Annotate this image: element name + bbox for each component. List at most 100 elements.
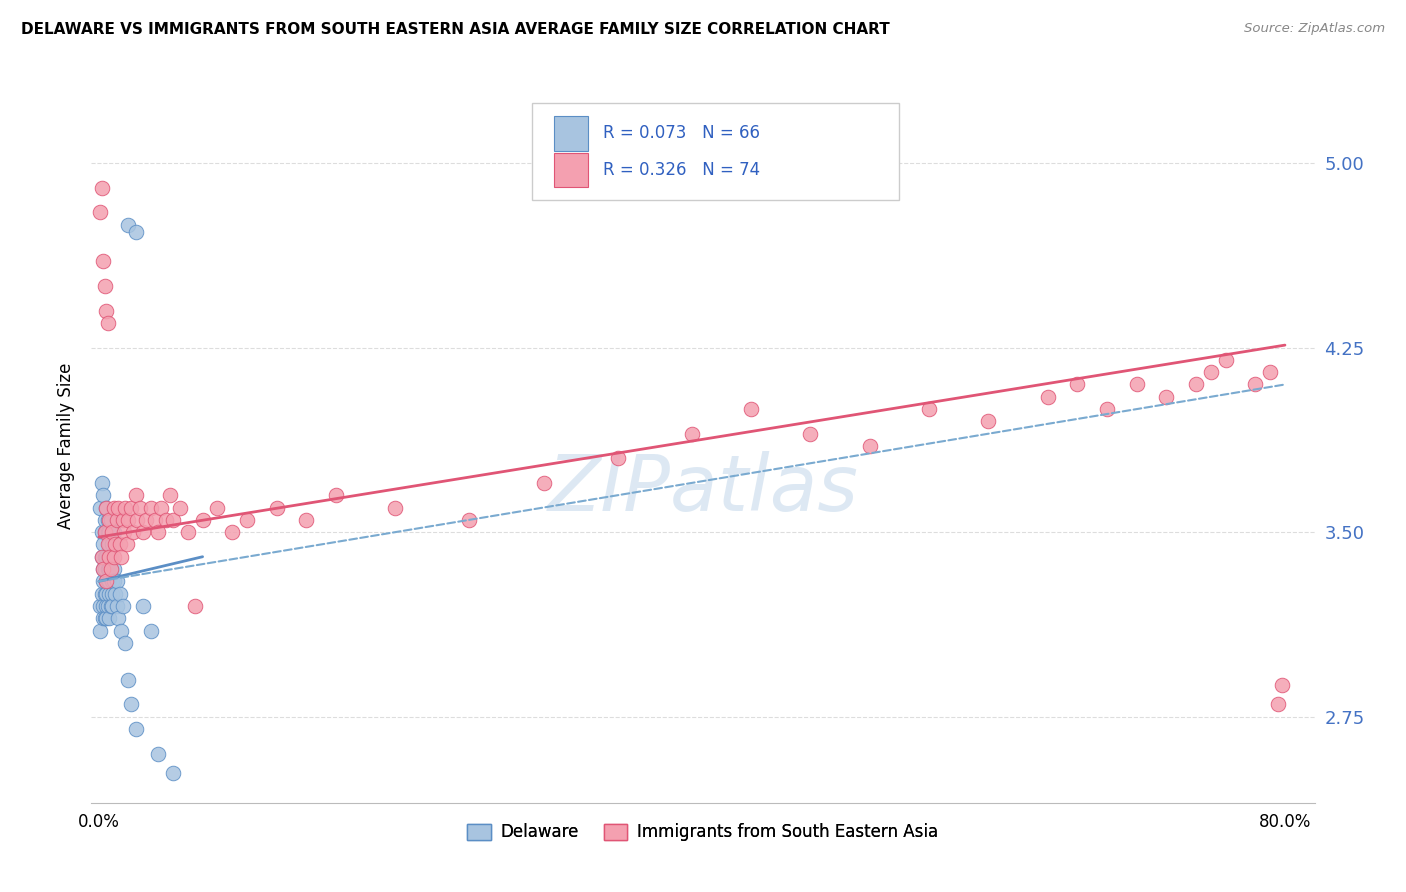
Point — [1271, 678, 1294, 692]
Point — [1258, 365, 1281, 379]
Point — [96, 574, 118, 589]
Point — [1267, 698, 1289, 712]
Point — [93, 525, 115, 540]
Point — [1125, 377, 1147, 392]
Point — [101, 537, 124, 551]
Text: Source: ZipAtlas.com: Source: ZipAtlas.com — [1244, 22, 1385, 36]
FancyBboxPatch shape — [531, 103, 898, 200]
Point — [89, 599, 111, 613]
Point — [96, 599, 118, 613]
Point — [139, 500, 162, 515]
Point — [207, 500, 229, 515]
Point — [100, 513, 122, 527]
Point — [98, 513, 121, 527]
Point — [98, 574, 121, 589]
Point — [129, 500, 152, 515]
Point — [91, 537, 114, 551]
Point — [103, 525, 125, 540]
Point — [91, 488, 114, 502]
Point — [90, 549, 112, 564]
Point — [146, 747, 169, 761]
Point — [135, 513, 157, 527]
Point — [127, 513, 149, 527]
Point — [91, 562, 114, 576]
Point — [169, 500, 191, 515]
Point — [104, 537, 127, 551]
Point — [96, 525, 118, 540]
Point — [90, 549, 112, 564]
Point — [93, 562, 115, 576]
Point — [1095, 402, 1118, 417]
Point — [533, 475, 555, 490]
Point — [117, 673, 139, 687]
Point — [1036, 390, 1059, 404]
Point — [89, 205, 111, 219]
Point — [98, 587, 121, 601]
Text: R = 0.326   N = 74: R = 0.326 N = 74 — [603, 161, 759, 178]
Point — [191, 513, 214, 527]
Point — [162, 513, 184, 527]
Point — [93, 549, 115, 564]
Point — [91, 574, 114, 589]
Point — [93, 611, 115, 625]
Point — [859, 439, 882, 453]
Point — [1244, 377, 1267, 392]
Point — [114, 636, 136, 650]
Point — [90, 525, 112, 540]
Point — [107, 500, 129, 515]
Point — [98, 549, 121, 564]
Point — [97, 574, 120, 589]
Point — [91, 611, 114, 625]
Y-axis label: Average Family Size: Average Family Size — [56, 363, 75, 529]
FancyBboxPatch shape — [554, 116, 588, 151]
Point — [977, 414, 1000, 428]
Point — [97, 562, 120, 576]
Point — [107, 611, 129, 625]
Point — [125, 488, 148, 502]
Point — [98, 611, 121, 625]
Point — [97, 537, 120, 551]
Point — [117, 218, 139, 232]
Legend: Delaware, Immigrants from South Eastern Asia: Delaware, Immigrants from South Eastern … — [461, 817, 945, 848]
Point — [97, 599, 120, 613]
Point — [101, 599, 124, 613]
Point — [132, 599, 155, 613]
Point — [114, 500, 136, 515]
Point — [93, 513, 115, 527]
Point — [111, 599, 134, 613]
Point — [110, 549, 132, 564]
Point — [97, 316, 120, 330]
Point — [104, 587, 127, 601]
Point — [96, 500, 118, 515]
Text: R = 0.073   N = 66: R = 0.073 N = 66 — [603, 125, 759, 143]
Point — [122, 525, 145, 540]
Point — [100, 599, 122, 613]
Point — [125, 722, 148, 736]
Text: ZIPatlas: ZIPatlas — [547, 450, 859, 527]
Point — [93, 279, 115, 293]
Point — [155, 513, 177, 527]
Point — [96, 587, 118, 601]
Point — [162, 766, 184, 780]
Point — [96, 611, 118, 625]
Point — [384, 500, 406, 515]
Point — [89, 624, 111, 638]
Point — [103, 549, 125, 564]
Point — [918, 402, 941, 417]
Point — [96, 549, 118, 564]
Point — [89, 500, 111, 515]
Point — [1185, 377, 1208, 392]
Point — [120, 500, 142, 515]
Point — [295, 513, 318, 527]
Point — [93, 525, 115, 540]
Point — [236, 513, 259, 527]
Text: DELAWARE VS IMMIGRANTS FROM SOUTH EASTERN ASIA AVERAGE FAMILY SIZE CORRELATION C: DELAWARE VS IMMIGRANTS FROM SOUTH EASTER… — [21, 22, 890, 37]
Point — [105, 513, 128, 527]
Point — [101, 587, 124, 601]
Point — [221, 525, 243, 540]
Point — [1215, 352, 1237, 367]
Point — [111, 513, 134, 527]
Point — [98, 562, 121, 576]
Point — [740, 402, 762, 417]
Point — [266, 500, 288, 515]
